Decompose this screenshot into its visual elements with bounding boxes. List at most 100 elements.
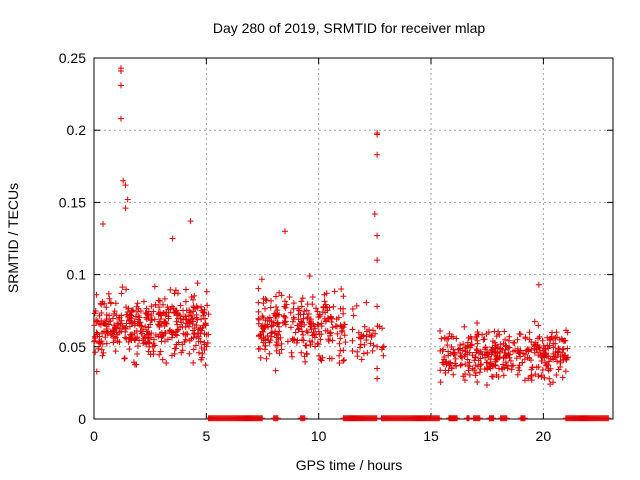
data-point — [307, 341, 314, 348]
data-point — [92, 349, 99, 356]
data-point — [466, 359, 473, 366]
data-point — [163, 309, 170, 316]
data-point — [198, 303, 205, 310]
y-tick-label: 0.1 — [67, 267, 87, 283]
data-point — [444, 341, 451, 348]
data-point — [535, 322, 542, 329]
data-point — [551, 335, 558, 342]
data-point — [183, 330, 190, 337]
data-point — [540, 347, 547, 354]
data-point — [340, 310, 347, 317]
y-axis-label: SRMTID / TECUs — [5, 183, 21, 293]
data-point — [290, 300, 297, 307]
data-point — [323, 290, 330, 297]
data-point — [122, 205, 129, 212]
data-point — [106, 295, 113, 302]
data-point — [201, 330, 208, 337]
data-point — [327, 329, 334, 336]
data-point — [117, 115, 124, 122]
data-point — [126, 311, 133, 318]
data-point — [479, 351, 486, 358]
data-point — [289, 353, 296, 360]
data-point — [260, 339, 267, 346]
data-point — [182, 286, 189, 293]
data-point — [457, 341, 464, 348]
y-tick-label: 0.05 — [59, 339, 86, 355]
data-point — [350, 312, 357, 319]
data-point — [336, 340, 343, 347]
data-point — [191, 292, 198, 299]
data-point — [140, 340, 147, 347]
data-point — [190, 304, 197, 311]
data-point — [488, 346, 495, 353]
data-point — [331, 288, 338, 295]
data-point — [304, 301, 311, 308]
data-point — [262, 305, 269, 312]
data-point — [315, 321, 322, 328]
data-point — [150, 340, 157, 347]
data-point — [519, 359, 526, 366]
data-point — [457, 362, 464, 369]
data-point — [564, 345, 571, 352]
data-point — [140, 298, 147, 305]
y-tick-label: 0.25 — [59, 50, 86, 66]
data-point — [369, 347, 376, 354]
data-point — [142, 309, 149, 316]
data-point — [550, 356, 557, 363]
data-point — [535, 363, 542, 370]
data-point — [531, 341, 538, 348]
data-point — [544, 334, 551, 341]
data-point — [462, 348, 469, 355]
data-point — [264, 332, 271, 339]
data-point — [562, 368, 569, 375]
data-point — [98, 338, 105, 345]
data-point — [558, 335, 565, 342]
data-point — [278, 292, 285, 299]
data-point — [320, 303, 327, 310]
data-point — [324, 327, 331, 334]
data-point — [132, 313, 139, 320]
data-point — [174, 310, 181, 317]
data-point — [553, 371, 560, 378]
x-tick-label: 0 — [90, 428, 98, 444]
data-point — [522, 377, 529, 384]
data-point — [287, 324, 294, 331]
data-point — [255, 308, 262, 315]
data-point — [175, 339, 182, 346]
y-tick-label: 0 — [78, 411, 86, 427]
data-point — [437, 327, 444, 334]
data-point — [93, 317, 100, 324]
data-point — [171, 309, 178, 316]
data-point — [276, 350, 283, 357]
data-point — [460, 373, 467, 380]
data-point — [340, 293, 347, 300]
data-point — [465, 334, 472, 341]
data-point — [107, 328, 114, 335]
data-point — [513, 355, 520, 362]
data-point — [510, 362, 517, 369]
data-point — [260, 300, 267, 307]
data-point — [514, 371, 521, 378]
data-point — [114, 320, 121, 327]
data-point — [340, 357, 347, 364]
data-point — [258, 276, 265, 283]
data-point — [559, 346, 566, 353]
data-point — [296, 325, 303, 332]
data-point — [527, 373, 534, 380]
data-point — [476, 369, 483, 376]
data-point — [289, 318, 296, 325]
data-point — [336, 360, 343, 367]
data-point — [483, 331, 490, 338]
data-point — [203, 343, 210, 350]
data-point — [99, 320, 106, 327]
data-point — [292, 329, 299, 336]
data-point — [553, 329, 560, 336]
data-point — [301, 321, 308, 328]
data-point — [271, 330, 278, 337]
data-point — [349, 348, 356, 355]
data-point — [340, 347, 347, 354]
data-point — [134, 300, 141, 307]
data-point — [349, 306, 356, 313]
data-point — [452, 355, 459, 362]
data-point — [281, 298, 288, 305]
